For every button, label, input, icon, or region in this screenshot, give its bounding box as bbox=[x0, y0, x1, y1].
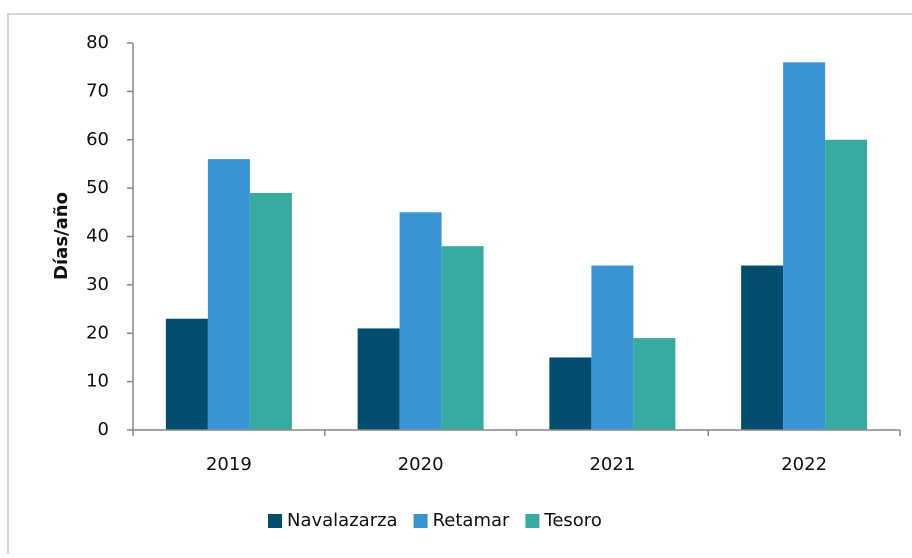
bar bbox=[399, 212, 442, 430]
legend-swatch bbox=[268, 514, 282, 528]
bar bbox=[633, 338, 676, 430]
bar bbox=[207, 159, 250, 430]
bar bbox=[825, 139, 868, 430]
y-tick-label: 20 bbox=[86, 322, 109, 343]
legend-label: Retamar bbox=[433, 510, 510, 531]
chart-frame bbox=[7, 13, 912, 558]
y-tick-label: 40 bbox=[86, 226, 109, 247]
x-tick-label: 2020 bbox=[398, 454, 444, 475]
bar bbox=[357, 328, 400, 430]
y-axis-label: Días/año bbox=[51, 192, 72, 280]
legend-label: Tesoro bbox=[543, 510, 601, 531]
x-tick-label: 2021 bbox=[589, 454, 635, 475]
y-tick-label: 70 bbox=[86, 80, 109, 101]
y-tick-label: 60 bbox=[86, 129, 109, 150]
legend-swatch bbox=[525, 514, 540, 528]
y-tick-label: 10 bbox=[86, 371, 109, 392]
bar bbox=[783, 62, 826, 430]
legend-swatch bbox=[413, 514, 428, 528]
bar bbox=[165, 318, 208, 430]
legend-label: Navalazarza bbox=[287, 510, 398, 531]
bar bbox=[741, 265, 784, 430]
y-tick-label: 30 bbox=[86, 274, 109, 295]
y-tick-label: 80 bbox=[86, 32, 109, 53]
bar bbox=[549, 357, 592, 430]
bar bbox=[249, 192, 292, 430]
bar bbox=[441, 246, 484, 430]
y-tick-label: 0 bbox=[98, 419, 109, 440]
x-tick-label: 2019 bbox=[206, 454, 252, 475]
x-tick-label: 2022 bbox=[781, 454, 827, 475]
y-tick-label: 50 bbox=[86, 177, 109, 198]
bar bbox=[591, 265, 634, 430]
